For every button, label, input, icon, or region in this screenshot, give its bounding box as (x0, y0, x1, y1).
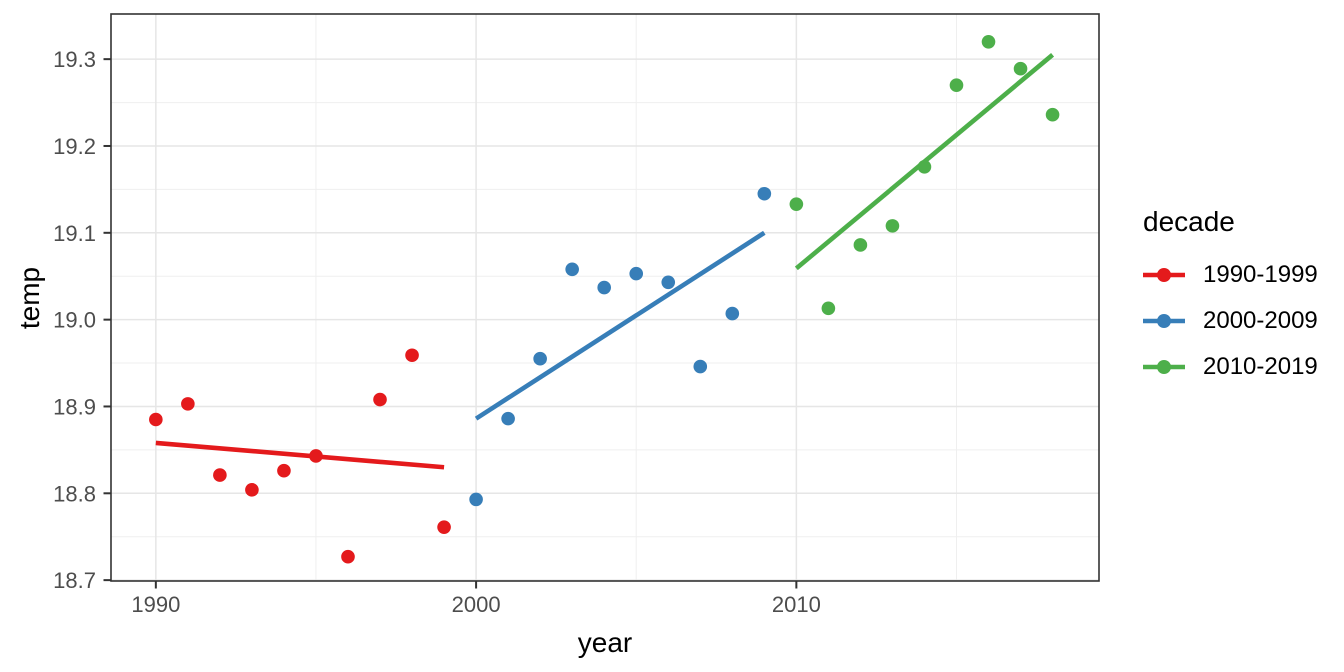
x-tick-label: 2000 (452, 592, 501, 617)
data-point (309, 449, 323, 463)
legend-item-label: 2000-2009 (1203, 307, 1318, 334)
data-point (277, 463, 291, 478)
data-point (373, 392, 387, 407)
data-point (629, 266, 644, 281)
y-tick-label: 19.0 (53, 308, 96, 333)
data-point (725, 306, 740, 321)
legend-key-point (1157, 268, 1171, 282)
legend-key-point (1157, 314, 1171, 328)
data-point (1045, 107, 1060, 122)
data-point (757, 186, 772, 201)
x-axis-title: year (577, 627, 633, 658)
legend-key-icon (1143, 360, 1185, 374)
data-point (181, 397, 195, 411)
legend-key-icon (1143, 268, 1185, 282)
data-point (949, 78, 964, 93)
legend-title: decade (1143, 206, 1235, 237)
legend-item: 2000-2009 (1143, 298, 1318, 344)
data-point (917, 160, 932, 174)
data-point (597, 280, 611, 295)
data-point (405, 348, 419, 363)
panel-background (111, 14, 1099, 581)
data-point (661, 275, 676, 290)
y-axis-title: temp (14, 266, 45, 330)
y-tick-label: 18.7 (53, 568, 96, 593)
y-tick-label: 19.3 (53, 47, 96, 72)
legend-key-icon (1143, 314, 1185, 328)
data-point (341, 549, 355, 564)
legend-key-point (1157, 360, 1171, 374)
legend: decade 1990-1999 2000-2009 2010-2019 (1143, 204, 1318, 390)
y-tick-label: 19.2 (53, 134, 96, 159)
trend-line (474, 230, 766, 421)
y-tick-label: 19.1 (53, 221, 96, 246)
data-point (149, 412, 163, 427)
data-point (981, 34, 996, 49)
data-point (789, 197, 804, 211)
data-point (245, 483, 259, 497)
x-tick-label: 1990 (131, 592, 180, 617)
data-point (501, 411, 515, 426)
data-point (693, 359, 708, 374)
data-point (565, 262, 579, 277)
data-point (437, 520, 451, 534)
y-tick-label: 18.9 (53, 394, 96, 419)
x-tick-label: 2010 (772, 592, 821, 617)
legend-item: 2010-2019 (1143, 344, 1318, 390)
legend-item: 1990-1999 (1143, 252, 1318, 298)
data-point (885, 219, 900, 233)
data-point (853, 238, 868, 252)
y-tick-label: 18.8 (53, 481, 96, 506)
legend-items: 1990-1999 2000-2009 2010-2019 (1143, 252, 1318, 390)
data-point (533, 351, 547, 366)
legend-item-label: 2010-2019 (1203, 353, 1318, 380)
data-point (1013, 61, 1028, 76)
trend-line (155, 440, 445, 470)
panel-border (110, 13, 1100, 582)
legend-item-label: 1990-1999 (1203, 261, 1318, 288)
data-point (469, 492, 483, 507)
data-point (821, 301, 836, 316)
data-point (213, 468, 227, 482)
